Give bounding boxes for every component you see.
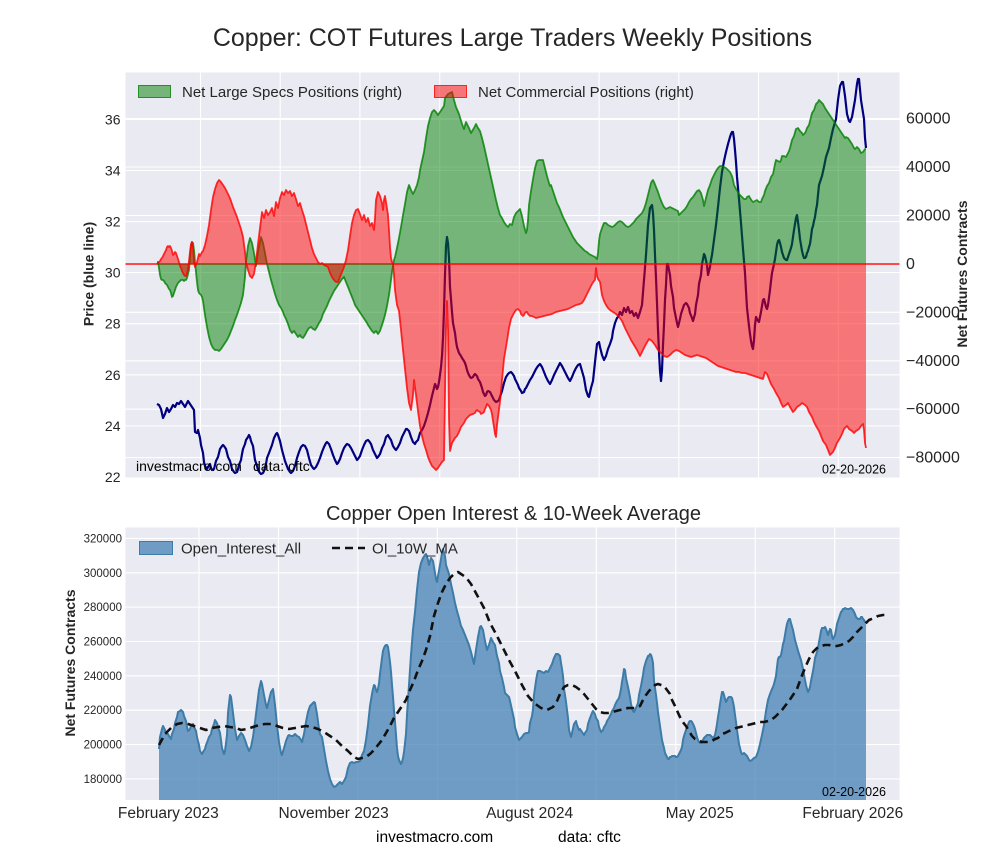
svg-text:Net Large Specs Positions (rig: Net Large Specs Positions (right) bbox=[182, 84, 402, 101]
svg-text:300000: 300000 bbox=[84, 568, 122, 580]
svg-text:30: 30 bbox=[105, 265, 121, 281]
svg-text:Net Futures Contracts: Net Futures Contracts bbox=[954, 200, 970, 347]
svg-text:OI_10W_MA: OI_10W_MA bbox=[372, 541, 458, 558]
svg-text:220000: 220000 bbox=[84, 705, 122, 717]
svg-text:32: 32 bbox=[105, 214, 121, 230]
svg-text:0: 0 bbox=[906, 256, 915, 273]
svg-text:Open_Interest_All: Open_Interest_All bbox=[181, 541, 301, 558]
svg-text:260000: 260000 bbox=[84, 636, 122, 648]
svg-text:24: 24 bbox=[105, 418, 121, 434]
svg-text:−60000: −60000 bbox=[906, 401, 960, 418]
svg-text:02-20-2026: 02-20-2026 bbox=[822, 785, 886, 799]
svg-text:320000: 320000 bbox=[84, 533, 122, 545]
svg-text:February 2023: February 2023 bbox=[118, 805, 219, 822]
svg-text:August 2024: August 2024 bbox=[486, 805, 573, 822]
svg-text:36: 36 bbox=[105, 111, 121, 127]
svg-text:−20000: −20000 bbox=[906, 304, 960, 321]
svg-text:investmacro.com: investmacro.com bbox=[376, 829, 493, 846]
svg-text:November 2023: November 2023 bbox=[278, 805, 388, 822]
svg-text:Copper: COT Futures Large Trad: Copper: COT Futures Large Traders Weekly… bbox=[213, 24, 812, 52]
svg-text:28: 28 bbox=[105, 316, 121, 332]
svg-text:investmacro.com: investmacro.com bbox=[136, 458, 242, 474]
svg-text:May 2025: May 2025 bbox=[666, 805, 734, 822]
svg-text:02-20-2026: 02-20-2026 bbox=[822, 463, 886, 477]
svg-text:February 2026: February 2026 bbox=[802, 805, 903, 822]
svg-text:26: 26 bbox=[105, 367, 121, 383]
svg-text:Net Commercial Positions (righ: Net Commercial Positions (right) bbox=[478, 84, 694, 101]
svg-text:20000: 20000 bbox=[906, 207, 951, 224]
svg-text:60000: 60000 bbox=[906, 111, 951, 128]
svg-text:Net Futures Contracts: Net Futures Contracts bbox=[62, 589, 78, 736]
svg-text:Copper Open Interest & 10-Week: Copper Open Interest & 10-Week Average bbox=[326, 503, 701, 525]
svg-text:Price (blue line): Price (blue line) bbox=[81, 222, 97, 326]
svg-text:data: cftc: data: cftc bbox=[558, 829, 621, 846]
svg-text:−40000: −40000 bbox=[906, 353, 960, 370]
svg-text:data: cftc: data: cftc bbox=[253, 458, 310, 474]
svg-text:240000: 240000 bbox=[84, 671, 122, 683]
svg-text:280000: 280000 bbox=[84, 602, 122, 614]
svg-text:22: 22 bbox=[105, 469, 121, 485]
svg-text:−80000: −80000 bbox=[906, 450, 960, 467]
svg-text:180000: 180000 bbox=[84, 774, 122, 786]
svg-text:34: 34 bbox=[105, 162, 121, 178]
svg-text:40000: 40000 bbox=[906, 159, 951, 176]
svg-text:200000: 200000 bbox=[84, 740, 122, 752]
